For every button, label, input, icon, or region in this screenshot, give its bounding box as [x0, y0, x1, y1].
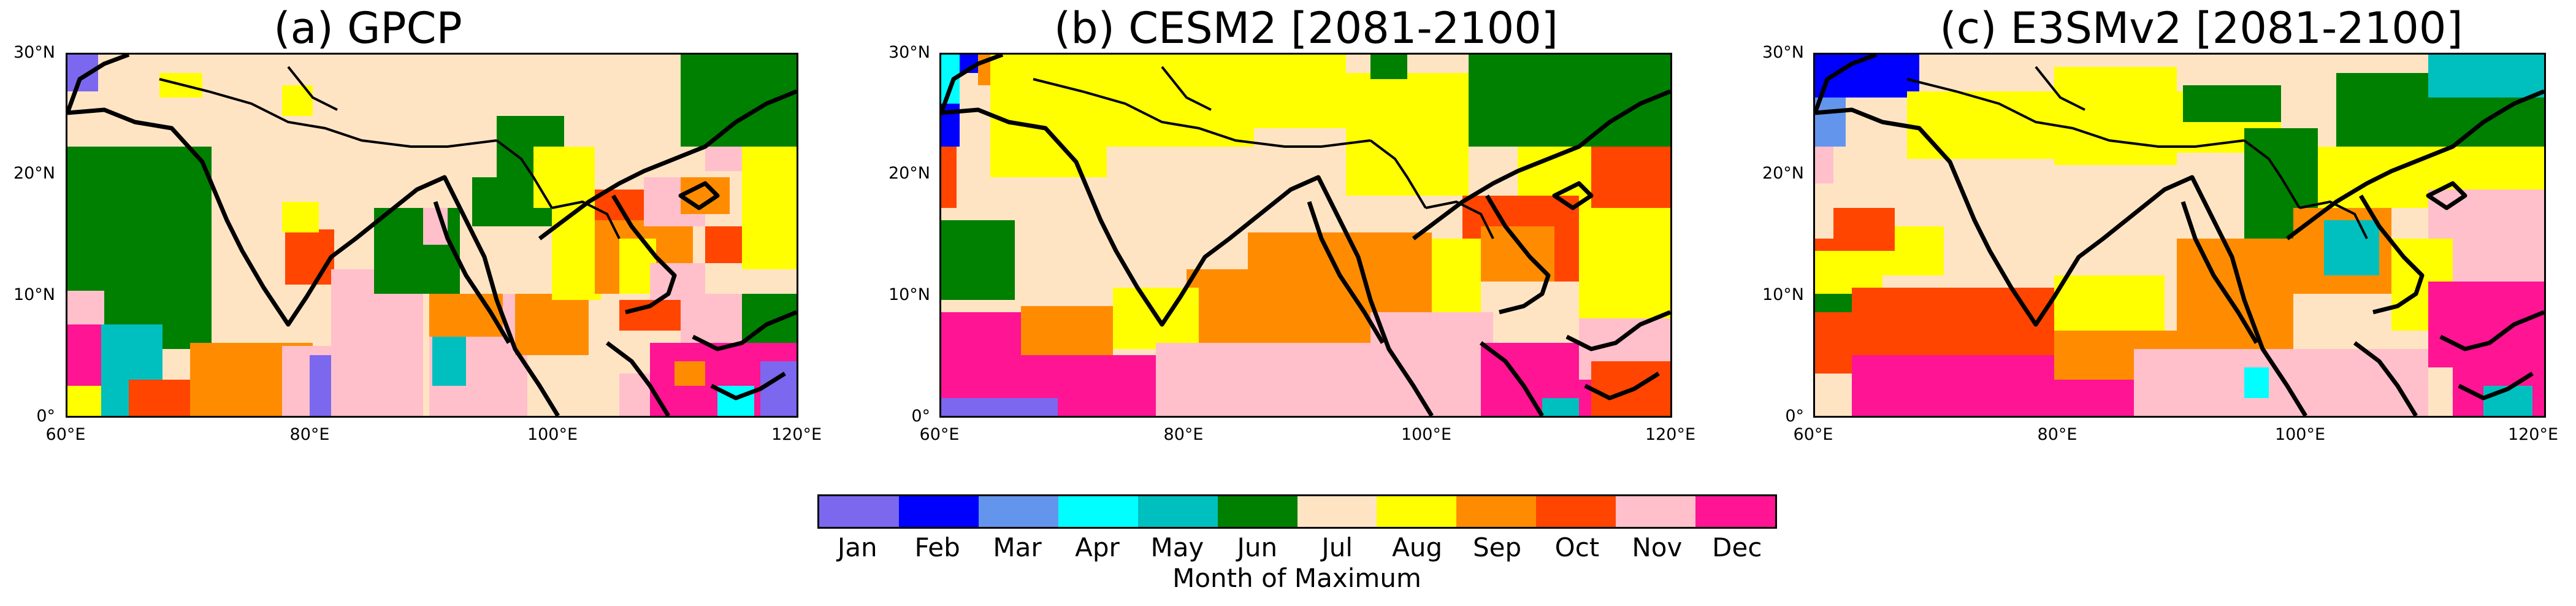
ytick-c-10: 10°N [1762, 285, 1804, 304]
coastlines-c [1815, 55, 2544, 416]
colorbar-label-apr: Apr [1075, 532, 1120, 562]
colorbar-segment-jan [819, 496, 899, 527]
xtick-c-100: 100°E [2274, 425, 2326, 444]
colorbar-label-dec: Dec [1712, 532, 1762, 562]
map-panel-a [66, 53, 798, 418]
xtick-b-80: 80°E [1163, 425, 1204, 444]
panel-c-title: (c) E3SMv2 [2081-2100] [1940, 3, 2463, 53]
borders-b [1033, 66, 1494, 239]
colorbar [817, 494, 1777, 529]
ytick-c-0: 0° [1785, 407, 1804, 426]
ytick-b-30: 30°N [888, 43, 930, 62]
panel-a-title: (a) GPCP [273, 3, 462, 53]
colorbar-label-feb: Feb [914, 532, 960, 562]
colorbar-label-jun: Jun [1237, 532, 1278, 562]
xtick-a-100: 100°E [527, 425, 578, 444]
colorbar-segment-aug [1377, 496, 1457, 527]
map-panel-c [1813, 53, 2546, 418]
xtick-c-80: 80°E [2037, 425, 2077, 444]
coastlines-b [941, 55, 1670, 416]
colorbar-label-oct: Oct [1554, 532, 1600, 562]
ytick-a-20: 20°N [13, 164, 55, 183]
colorbar-title: Month of Maximum [1172, 563, 1421, 593]
ytick-c-30: 30°N [1762, 43, 1804, 62]
ytick-c-20: 20°N [1762, 164, 1804, 183]
colorbar-segment-apr [1058, 496, 1138, 527]
ytick-a-30: 30°N [13, 43, 55, 62]
xtick-a-80: 80°E [289, 425, 330, 444]
map-b-svg [941, 55, 1670, 416]
colorbar-segment-oct [1536, 496, 1616, 527]
ytick-b-0: 0° [911, 407, 930, 426]
map-panel-b [939, 53, 1672, 418]
xtick-a-120: 120°E [771, 425, 822, 444]
colorbar-label-aug: Aug [1392, 532, 1443, 562]
colorbar-segment-feb [898, 496, 979, 527]
colorbar-label-nov: Nov [1632, 532, 1683, 562]
xtick-a-60: 60°E [45, 425, 86, 444]
colorbar-segment-dec [1695, 496, 1776, 527]
colorbar-segment-jun [1217, 496, 1298, 527]
colorbar-segment-sep [1456, 496, 1537, 527]
colorbar-segment-may [1137, 496, 1218, 527]
map-a-svg [67, 55, 797, 416]
precip-regions-a [67, 55, 797, 416]
colorbar-segment-mar [978, 496, 1058, 527]
colorbar-label-jul: Jul [1321, 532, 1353, 562]
colorbar-label-mar: Mar [993, 532, 1042, 562]
colorbar-segment-jul [1297, 496, 1377, 527]
ytick-a-0: 0° [36, 407, 55, 426]
colorbar-label-jan: Jan [837, 532, 877, 562]
map-c-svg [1815, 55, 2544, 416]
ytick-b-20: 20°N [888, 164, 930, 183]
precip-regions-c [1815, 55, 2544, 416]
coastlines-a [67, 55, 797, 416]
xtick-b-120: 120°E [1645, 425, 1696, 444]
borders-a [159, 66, 621, 239]
colorbar-label-sep: Sep [1472, 532, 1522, 562]
ytick-a-10: 10°N [13, 285, 55, 304]
precip-regions-b [941, 55, 1670, 416]
colorbar-segment-nov [1616, 496, 1696, 527]
colorbar-label-may: May [1150, 532, 1204, 562]
xtick-c-120: 120°E [2507, 425, 2559, 444]
xtick-c-60: 60°E [1793, 425, 1833, 444]
panel-b-title: (b) CESM2 [2081-2100] [1053, 3, 1559, 53]
xtick-b-100: 100°E [1401, 425, 1452, 444]
borders-c [1906, 66, 2368, 239]
ytick-b-10: 10°N [888, 285, 930, 304]
xtick-b-60: 60°E [919, 425, 960, 444]
